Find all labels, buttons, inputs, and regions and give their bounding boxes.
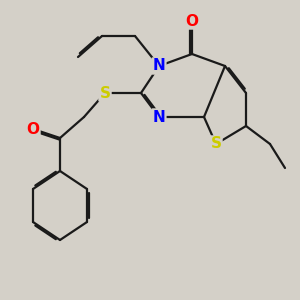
Text: S: S	[100, 85, 110, 100]
Text: N: N	[153, 58, 165, 74]
Text: N: N	[153, 110, 165, 124]
Text: O: O	[185, 14, 199, 28]
Text: O: O	[26, 122, 40, 136]
Text: S: S	[211, 136, 221, 152]
